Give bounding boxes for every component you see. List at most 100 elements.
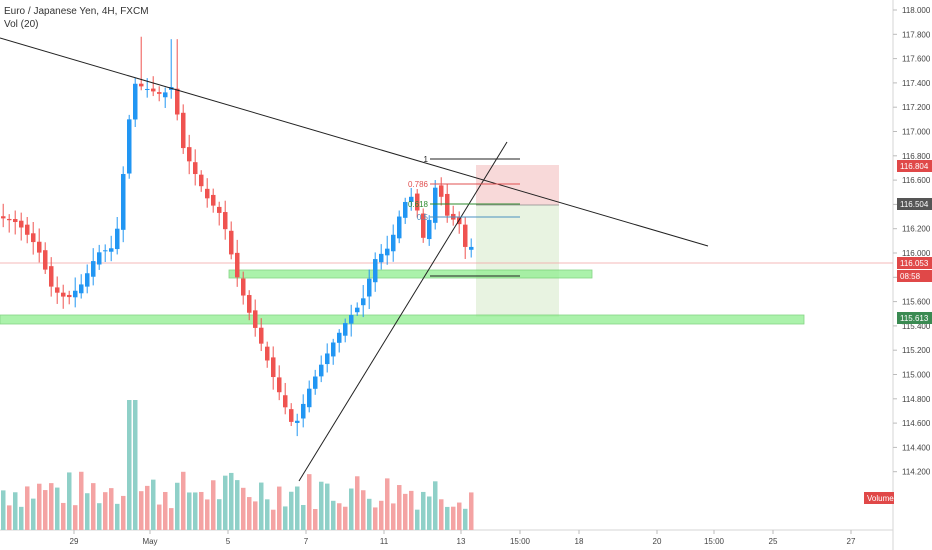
volume-tag: Volume [864, 492, 894, 504]
volume-bar [25, 486, 30, 530]
volume-bar [133, 400, 138, 530]
volume-bar [289, 491, 294, 530]
resistance-price-tag-text: 116.804 [900, 162, 929, 171]
candle-body [85, 273, 90, 287]
volume-bar [109, 488, 114, 530]
volume-bar [343, 506, 348, 530]
volume-bar [433, 481, 438, 530]
candle [397, 210, 402, 244]
candle-body [79, 284, 84, 294]
countdown-tag-text: 08:58 [900, 272, 921, 281]
volume-bar [85, 493, 90, 530]
volume-bar [319, 481, 324, 530]
candle-body [355, 307, 360, 313]
candle-body [181, 112, 186, 149]
candle-body [205, 188, 210, 199]
volume-bar [91, 483, 96, 530]
candle-body [331, 342, 336, 357]
fib-label: 0.618 [408, 200, 429, 209]
volume-bar [193, 492, 198, 530]
volume-bar [67, 472, 72, 530]
volume-bar [61, 502, 66, 530]
volume-bar [403, 493, 408, 530]
candle-body [367, 278, 372, 297]
candle-body [109, 248, 114, 252]
candle-body [61, 292, 66, 297]
candle [31, 221, 36, 255]
candle-body [127, 119, 132, 174]
candle [91, 248, 96, 286]
downtrend-line [0, 37, 709, 247]
candle [55, 276, 60, 304]
candle-body [175, 88, 180, 115]
volume-bar [337, 503, 342, 530]
candle [301, 394, 306, 428]
price-tick-label: 116.200 [902, 225, 931, 234]
volume-bar [31, 498, 36, 530]
volume-bar [145, 485, 150, 530]
candle [37, 228, 42, 263]
volume-bar [367, 498, 372, 530]
candle [211, 188, 216, 213]
candle [313, 369, 318, 395]
candle [451, 205, 456, 226]
volume-bar [283, 506, 288, 530]
volume-bar [169, 508, 174, 530]
volume-bar [235, 480, 240, 530]
volume-bar [217, 499, 222, 530]
volume-bar [361, 490, 366, 530]
candle [199, 170, 204, 192]
candle-body [415, 193, 420, 211]
candle-body [241, 278, 246, 296]
candle-body [397, 216, 402, 239]
volume-bar [313, 509, 318, 530]
candle-body [49, 266, 54, 287]
volume-bar [79, 471, 84, 530]
candle-body [235, 252, 240, 278]
candle-body [199, 174, 204, 187]
price-tick-label: 117.200 [902, 103, 931, 112]
volume-bar [397, 485, 402, 530]
candle-body [103, 250, 108, 252]
time-tick-label: 18 [575, 537, 584, 546]
candle-body [283, 395, 288, 408]
time-tick-label: 7 [304, 537, 309, 546]
candle-body [253, 310, 258, 328]
candle-body [421, 213, 426, 238]
candle-body [289, 409, 294, 422]
entry-price-tag-text: 116.504 [900, 200, 929, 209]
volume-bar [421, 491, 426, 530]
volume-bar [379, 500, 384, 530]
candles [1, 36, 474, 437]
volume-bar [325, 483, 330, 530]
candle [319, 355, 324, 383]
time-tick-label: 5 [226, 537, 231, 546]
volume-bar [247, 497, 252, 530]
candle-body [457, 217, 462, 225]
time-tick-label: 13 [457, 537, 466, 546]
price-tick-label: 116.800 [902, 152, 931, 161]
candle-body [145, 88, 150, 90]
volume-bar [211, 480, 216, 530]
time-tick-label: 15:00 [510, 537, 531, 546]
volume-bar [229, 472, 234, 530]
volume-bar [199, 491, 204, 530]
volume-bar [277, 486, 282, 530]
volume-bar [265, 499, 270, 530]
volume-bar [43, 490, 48, 530]
price-tick-label: 114.200 [902, 468, 931, 477]
candle [229, 221, 234, 260]
candle [205, 178, 210, 208]
candle-body [337, 332, 342, 343]
volume-bar [439, 499, 444, 530]
candle [73, 277, 78, 308]
candle [43, 242, 48, 274]
candle-body [67, 294, 72, 298]
fib-label: 0.5 [417, 213, 429, 222]
volume-bar [121, 495, 126, 530]
candle-body [217, 206, 222, 213]
last-price-tag-bg [897, 257, 932, 269]
volume-bar [97, 503, 102, 530]
candle-body [25, 224, 30, 235]
